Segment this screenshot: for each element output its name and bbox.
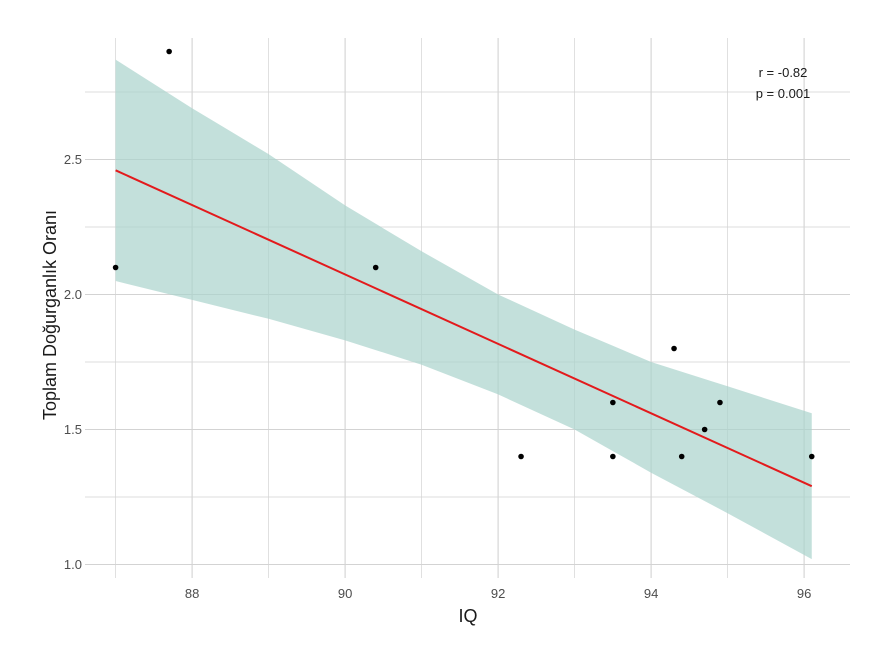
data-point — [717, 399, 723, 406]
fit-line-group — [115, 169, 813, 488]
correlation-annotation: r = -0.82 — [759, 65, 808, 80]
data-points — [112, 48, 815, 460]
p-value-annotation: p = 0.001 — [756, 86, 811, 101]
y-axis-title: Toplam Doğurganlık Oranı — [40, 210, 60, 420]
data-point — [372, 264, 379, 271]
x-tick-label: 96 — [797, 586, 811, 601]
data-point — [671, 345, 677, 352]
confidence-band — [115, 59, 812, 560]
regression-line — [115, 169, 813, 488]
y-tick-label: 1.0 — [64, 557, 82, 572]
data-point — [808, 453, 815, 460]
x-tick-label: 88 — [185, 586, 199, 601]
y-tick-label: 1.5 — [64, 422, 82, 437]
y-tick-labels: 1.0 1.5 2.0 2.5 — [64, 152, 82, 572]
data-point — [678, 453, 685, 460]
confidence-band-area — [115, 59, 812, 560]
data-point — [610, 399, 616, 406]
x-tick-label: 90 — [338, 586, 352, 601]
x-tick-label: 92 — [491, 586, 505, 601]
x-tick-label: 94 — [644, 586, 658, 601]
data-point — [166, 48, 172, 55]
y-tick-label: 2.5 — [64, 152, 82, 167]
x-axis-title: IQ — [458, 606, 477, 626]
data-point — [518, 453, 524, 460]
data-point — [610, 453, 616, 460]
y-tick-label: 2.0 — [64, 287, 82, 302]
data-point — [701, 426, 708, 433]
x-tick-labels: 88 90 92 94 96 — [185, 586, 811, 601]
data-point — [112, 264, 119, 271]
